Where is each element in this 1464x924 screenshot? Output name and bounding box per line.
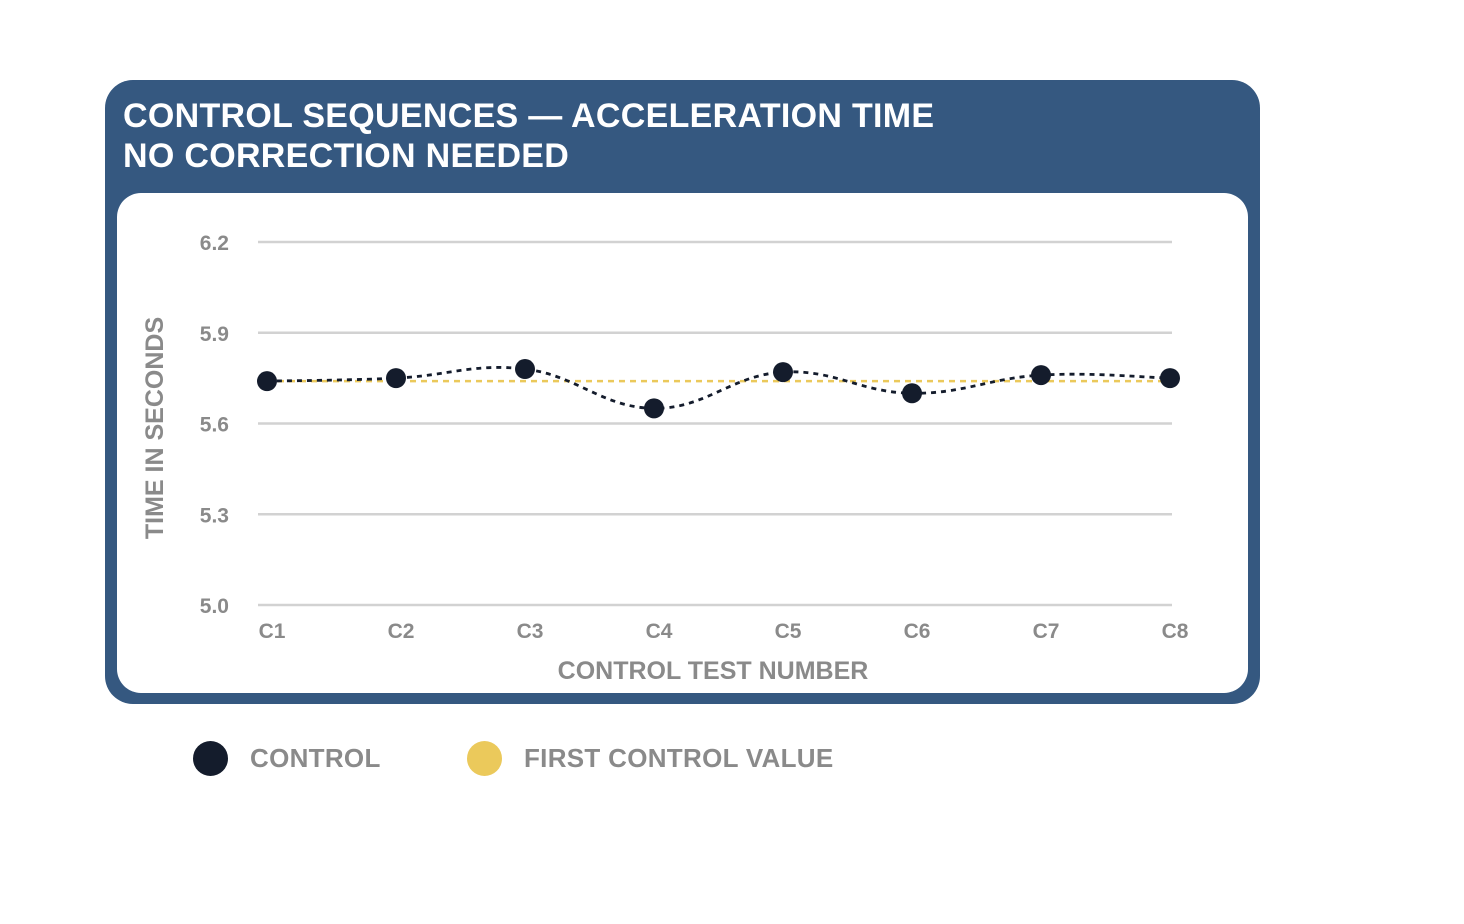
legend-label-control: CONTROL bbox=[250, 742, 381, 773]
y-tick-label: 5.9 bbox=[200, 323, 229, 346]
control-point-c5 bbox=[773, 362, 793, 383]
x-tick-label: C3 bbox=[517, 620, 544, 643]
chart-title-block: CONTROL SEQUENCES — ACCELERATION TIME NO… bbox=[123, 96, 934, 176]
x-tick-label: C8 bbox=[1162, 620, 1189, 643]
chart-title: CONTROL SEQUENCES — ACCELERATION TIME bbox=[123, 97, 935, 135]
x-tick-label: C5 bbox=[775, 620, 802, 643]
x-tick-label: C1 bbox=[259, 620, 286, 643]
x-axis-label: CONTROL TEST NUMBER bbox=[558, 657, 869, 685]
x-tick-label: C6 bbox=[904, 620, 931, 643]
control-point-c4 bbox=[644, 398, 664, 419]
control-point-c2 bbox=[386, 368, 406, 389]
x-tick-label: C2 bbox=[388, 620, 415, 643]
y-tick-label: 5.0 bbox=[200, 595, 229, 618]
legend-label-first-control-value: FIRST CONTROL VALUE bbox=[524, 742, 834, 773]
control-point-c8 bbox=[1160, 368, 1180, 389]
y-tick-label: 6.2 bbox=[200, 232, 229, 255]
x-tick-label: C7 bbox=[1033, 620, 1060, 643]
line-chart: 5.0 5.3 5.6 5.9 6.2 C1 C2 C3 C4 C5 C6 C7 C8 CONTROL T… bbox=[141, 232, 1189, 685]
chart-card: CONTROL SEQUENCES — ACCELERATION TIME NO… bbox=[105, 80, 1260, 704]
legend-swatch-control bbox=[193, 740, 228, 776]
control-point-c6 bbox=[902, 383, 922, 404]
legend-swatch-first-control-value bbox=[467, 740, 502, 776]
chart-subtitle: NO CORRECTION NEEDED bbox=[123, 137, 570, 175]
legend-item-first-control-value: FIRST CONTROL VALUE bbox=[467, 740, 834, 776]
control-point-c1 bbox=[257, 371, 277, 392]
control-point-c7 bbox=[1031, 365, 1051, 386]
x-tick-label: C4 bbox=[646, 620, 673, 643]
control-point-c3 bbox=[515, 359, 535, 380]
legend-item-control: CONTROL bbox=[193, 740, 381, 776]
y-axis-label: TIME IN SECONDS bbox=[141, 317, 169, 539]
y-tick-label: 5.3 bbox=[200, 504, 229, 527]
y-tick-label: 5.6 bbox=[200, 414, 229, 437]
control-series-line bbox=[266, 366, 1171, 410]
plot-panel: 5.0 5.3 5.6 5.9 6.2 C1 C2 C3 C4 C5 C6 C7 C8 CONTROL T… bbox=[117, 193, 1248, 693]
